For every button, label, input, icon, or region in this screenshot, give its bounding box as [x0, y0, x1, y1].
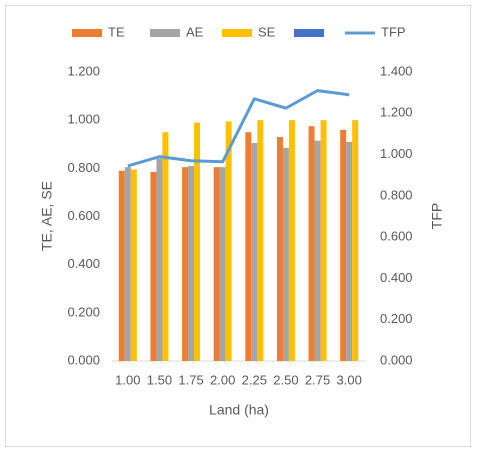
- x-tick-label: 1.00: [115, 372, 140, 387]
- x-tick-label: 2.00: [210, 372, 235, 387]
- x-tick-label: 2.25: [242, 372, 267, 387]
- y-tick-label: 0.200: [67, 304, 100, 319]
- bar: [308, 126, 315, 361]
- bar: [314, 140, 321, 361]
- bar: [320, 120, 327, 362]
- bar: [118, 170, 125, 361]
- bar: [130, 169, 137, 361]
- chart-border: [5, 5, 471, 447]
- y2-axis-title: TFP: [429, 203, 445, 229]
- x-tick-label: 1.75: [178, 372, 203, 387]
- bar: [194, 122, 201, 361]
- bar: [182, 167, 189, 361]
- x-axis-title: Land (ha): [209, 402, 269, 418]
- y2-tick-label: 0.400: [380, 270, 413, 285]
- x-tick-label: 2.50: [273, 372, 298, 387]
- y2-tick-label: 1.000: [380, 146, 413, 161]
- y2-tick-label: 1.400: [380, 63, 413, 78]
- bar: [257, 120, 264, 362]
- legend-swatch: [294, 29, 324, 37]
- bar: [225, 121, 232, 361]
- x-tick-label: 2.75: [305, 372, 330, 387]
- bar: [288, 120, 295, 362]
- bar: [251, 143, 258, 361]
- legend-swatch: [72, 29, 102, 37]
- y-axis-title: TE, AE, SE: [39, 181, 55, 251]
- y2-tick-label: 1.200: [380, 105, 413, 120]
- bar: [352, 120, 359, 362]
- y2-tick-label: 0.200: [380, 311, 413, 326]
- legend-label: TFP: [381, 24, 406, 39]
- y-tick-label: 1.200: [67, 63, 100, 78]
- bar: [219, 167, 226, 361]
- bar: [162, 132, 169, 361]
- y2-tick-label: 0.600: [380, 229, 413, 244]
- bar: [276, 137, 283, 361]
- bar: [188, 165, 195, 361]
- y-tick-label: 0.400: [67, 256, 100, 271]
- bar: [245, 132, 252, 361]
- y-tick-label: 0.800: [67, 160, 100, 175]
- bar: [124, 167, 131, 361]
- legend-label: AE: [186, 24, 204, 39]
- legend-swatch: [150, 29, 180, 37]
- bar: [282, 147, 289, 361]
- bar: [346, 141, 353, 361]
- bar: [156, 158, 163, 361]
- legend-label: SE: [258, 24, 276, 39]
- x-tick-label: 3.00: [337, 372, 362, 387]
- y2-tick-label: 0.000: [380, 352, 413, 367]
- y-tick-label: 0.600: [67, 208, 100, 223]
- line: [127, 89, 350, 168]
- bar: [213, 167, 220, 361]
- legend-label: TE: [108, 24, 125, 39]
- y2-tick-label: 0.800: [380, 187, 413, 202]
- x-tick-label: 1.50: [147, 372, 172, 387]
- legend-swatch: [222, 29, 252, 37]
- bar: [150, 171, 157, 361]
- y-tick-label: 0.000: [67, 352, 100, 367]
- bar: [340, 129, 347, 361]
- y-tick-label: 1.000: [67, 112, 100, 127]
